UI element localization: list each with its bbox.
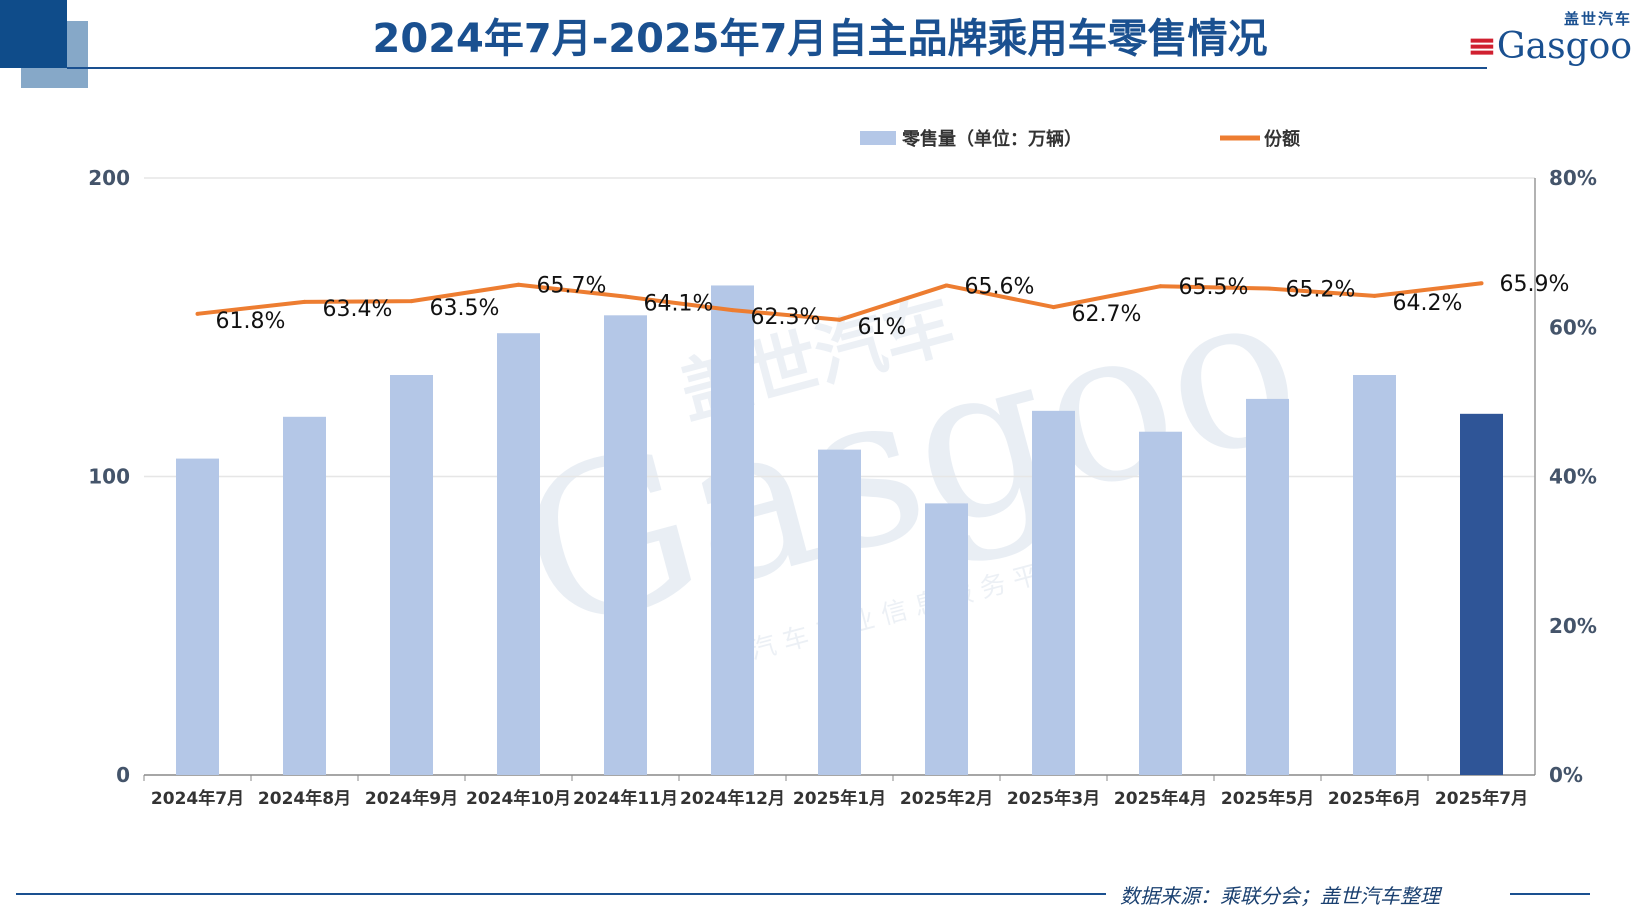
- gasgoo-logo: 盖世汽车 ≡Gasgoo: [1466, 8, 1632, 67]
- share-label: 62.3%: [751, 305, 821, 330]
- bar: [1032, 410, 1075, 775]
- y-left-tick: 100: [88, 465, 130, 489]
- share-point: [1479, 281, 1484, 286]
- x-tick-label: 2024年12月: [680, 788, 785, 809]
- share-label: 65.6%: [965, 274, 1035, 299]
- share-point: [1265, 286, 1270, 291]
- bar: [1139, 431, 1182, 775]
- legend-bar-swatch: [860, 131, 896, 145]
- y-left-tick: 0: [116, 763, 130, 787]
- bar: [176, 458, 219, 775]
- share-point: [1372, 293, 1377, 298]
- share-point: [623, 294, 628, 299]
- share-label: 65.2%: [1286, 277, 1356, 302]
- decor-block-dark: [0, 0, 67, 68]
- bar: [925, 503, 968, 775]
- share-point: [409, 299, 414, 304]
- x-tick-label: 2025年6月: [1328, 788, 1421, 809]
- bar: [711, 285, 754, 775]
- share-label: 62.7%: [1072, 302, 1142, 327]
- bar: [604, 315, 647, 775]
- x-tick-label: 2024年9月: [365, 788, 458, 809]
- x-tick-label: 2024年11月: [573, 788, 678, 809]
- share-point: [1158, 284, 1163, 289]
- x-tick-label: 2024年7月: [151, 788, 244, 809]
- share-label: 63.5%: [430, 296, 500, 321]
- x-tick-label: 2025年1月: [793, 788, 886, 809]
- share-point: [195, 311, 200, 316]
- share-label: 64.2%: [1393, 291, 1463, 316]
- footer-divider-left: [16, 893, 1106, 895]
- y-left-tick: 200: [88, 166, 130, 190]
- share-label: 65.9%: [1500, 272, 1570, 297]
- bar: [1246, 398, 1289, 775]
- y-right-tick: 80%: [1549, 166, 1597, 190]
- bar: [1460, 413, 1503, 775]
- footer-divider-right: [1510, 893, 1590, 895]
- share-point: [302, 299, 307, 304]
- y-right-tick: 0%: [1549, 763, 1583, 787]
- share-point: [1051, 305, 1056, 310]
- x-tick-label: 2025年2月: [900, 788, 993, 809]
- y-right-tick: 60%: [1549, 315, 1597, 339]
- logo-cn: 盖世汽车: [1563, 10, 1632, 28]
- bar: [390, 375, 433, 775]
- y-right-tick: 20%: [1549, 614, 1597, 638]
- x-tick-label: 2025年4月: [1114, 788, 1207, 809]
- page-title: 2024年7月-2025年7月自主品牌乘用车零售情况: [372, 16, 1268, 62]
- share-label: 64.1%: [644, 292, 714, 317]
- share-point: [837, 317, 842, 322]
- share-label: 61.8%: [216, 309, 286, 334]
- share-label: 65.7%: [537, 274, 607, 299]
- x-tick-label: 2025年5月: [1221, 788, 1314, 809]
- x-tick-label: 2025年3月: [1007, 788, 1100, 809]
- share-label: 61%: [858, 315, 907, 340]
- legend-bar-label: 零售量（单位：万辆）: [901, 128, 1082, 150]
- y-right-tick: 40%: [1549, 465, 1597, 489]
- title-divider: [67, 67, 1487, 69]
- share-label: 63.4%: [323, 297, 393, 322]
- x-tick-label: 2024年10月: [466, 788, 571, 809]
- share-label: 65.5%: [1179, 275, 1249, 300]
- x-tick-label: 2025年7月: [1435, 788, 1528, 809]
- logo-en: ≡Gasgoo: [1466, 25, 1632, 67]
- share-point: [944, 283, 949, 288]
- share-point: [730, 308, 735, 313]
- bar: [283, 416, 326, 775]
- source-note: 数据来源：乘联分会；盖世汽车整理: [1120, 884, 1440, 908]
- bar: [1353, 375, 1396, 775]
- share-point: [516, 282, 521, 287]
- bar: [818, 449, 861, 775]
- x-tick-label: 2024年8月: [258, 788, 351, 809]
- legend-line-label: 份额: [1264, 128, 1300, 150]
- bar: [497, 333, 540, 775]
